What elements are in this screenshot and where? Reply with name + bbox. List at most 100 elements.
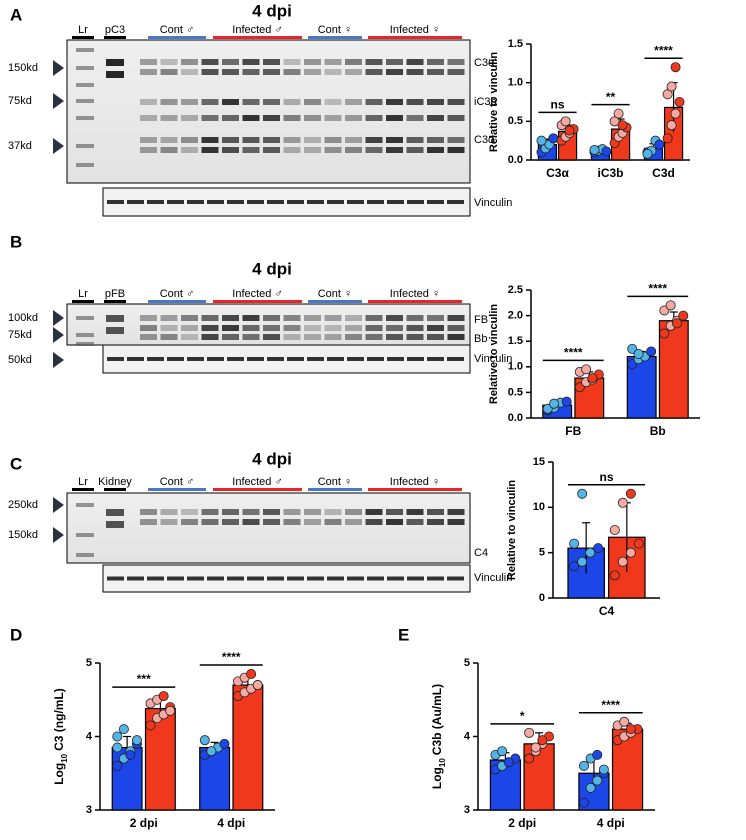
data-point	[609, 525, 620, 536]
blot-band	[242, 519, 260, 525]
blot-band	[324, 325, 342, 331]
loading-band	[187, 200, 204, 204]
loading-band	[387, 200, 404, 204]
blot-band	[181, 334, 198, 340]
blot-band	[201, 115, 219, 121]
data-point	[569, 561, 580, 572]
loading-band	[287, 357, 304, 361]
x-tick-label: Bb	[650, 424, 666, 438]
loading-band	[167, 357, 184, 361]
loading-label: Vinculin	[474, 197, 512, 209]
data-point	[662, 133, 673, 144]
ladder-band	[76, 316, 94, 320]
data-point	[619, 716, 630, 727]
blot-band	[406, 325, 424, 331]
blot-band	[242, 325, 260, 331]
data-point	[524, 753, 535, 764]
control-band	[106, 59, 124, 66]
blot-band	[345, 315, 362, 321]
blot-band	[345, 99, 362, 105]
blot-band	[140, 325, 157, 331]
blot-band	[140, 519, 157, 525]
blot-band	[242, 115, 260, 121]
blot-band	[263, 99, 280, 105]
panel-letter: E	[398, 625, 409, 644]
blot-band	[160, 137, 178, 143]
data-point	[125, 749, 136, 760]
y-axis-label: Relative to vinculin	[488, 304, 500, 405]
blot-band	[283, 315, 301, 321]
lane-label: Lr	[78, 288, 88, 300]
mw-marker: 150kd	[8, 529, 38, 541]
group-bar	[213, 36, 302, 39]
loading-band	[327, 357, 344, 361]
blot-band	[201, 137, 219, 143]
data-point	[617, 120, 628, 131]
lane-bar	[72, 300, 94, 303]
loading-band	[347, 200, 364, 204]
loading-band	[247, 200, 264, 204]
loading-band	[307, 357, 324, 361]
ladder-band	[76, 99, 94, 103]
y-tick-label: 10	[533, 501, 545, 513]
data-point	[131, 735, 142, 746]
data-point	[497, 746, 508, 757]
y-axis-label: Relative to vinculin	[488, 52, 500, 153]
blot-band	[365, 59, 383, 65]
blot-band	[181, 325, 198, 331]
loading-band	[147, 357, 164, 361]
blot-band	[324, 519, 342, 525]
data-point	[665, 300, 676, 311]
blot-band	[283, 115, 301, 121]
data-point	[530, 742, 541, 753]
y-tick-label: 1.0	[508, 361, 523, 373]
blot-band	[324, 137, 342, 143]
panel-letter: D	[10, 625, 22, 644]
blot-band	[222, 334, 239, 340]
band-label: C4	[474, 547, 488, 559]
group-bar	[148, 36, 206, 39]
y-axis-label-base: Log	[52, 763, 66, 785]
blot-band	[406, 99, 424, 105]
mw-marker: 75kd	[8, 329, 32, 341]
blot-band	[201, 334, 219, 340]
data-point	[642, 148, 653, 159]
mw-marker: 37kd	[8, 140, 32, 152]
blot-band	[181, 69, 198, 75]
group-bar	[148, 488, 206, 491]
loading-band	[207, 200, 224, 204]
y-axis-label: Relative to vinculin	[506, 480, 518, 581]
loading-band	[367, 357, 384, 361]
blot-band	[365, 519, 383, 525]
blot-band	[427, 69, 444, 75]
loading-band	[167, 576, 184, 581]
blot-band	[345, 147, 362, 153]
significance-label: ****	[222, 650, 241, 664]
blot-band	[181, 315, 198, 321]
loading-band	[367, 200, 384, 204]
data-point	[625, 488, 636, 499]
data-point	[246, 669, 257, 680]
blot-band	[242, 99, 260, 105]
data-point	[671, 318, 682, 329]
blot-band	[140, 115, 157, 121]
y-tick-label: 4	[86, 730, 93, 742]
y-tick-label: 2.5	[508, 284, 523, 296]
blot-band	[181, 59, 198, 65]
blot-band	[406, 59, 424, 65]
blot-band	[181, 147, 198, 153]
data-point	[674, 97, 685, 108]
blot-band	[406, 509, 424, 515]
loading-band	[407, 576, 424, 581]
blot-band	[365, 315, 383, 321]
ladder-band	[76, 144, 94, 148]
control-band	[106, 71, 124, 78]
loading-band	[447, 200, 464, 204]
blot-band	[386, 99, 403, 105]
blot-band	[263, 69, 280, 75]
blot-band	[406, 69, 424, 75]
blot-band	[140, 69, 157, 75]
ladder-band	[76, 342, 94, 346]
loading-band	[307, 200, 324, 204]
data-point	[112, 760, 123, 771]
